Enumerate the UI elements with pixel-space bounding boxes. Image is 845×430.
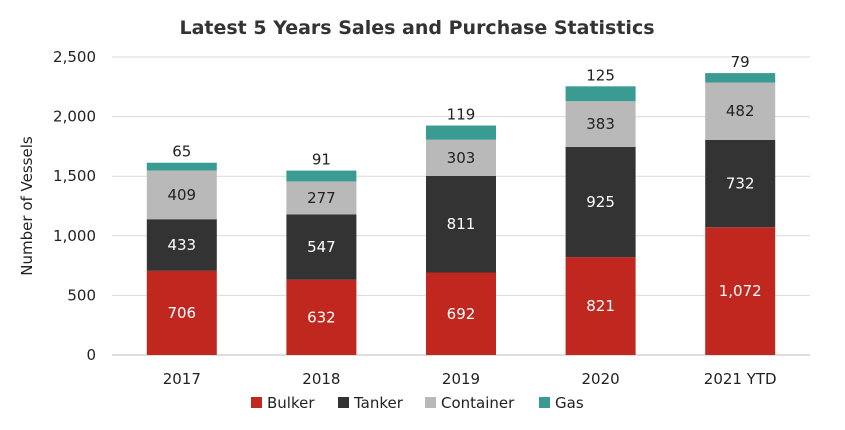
- legend-label-bulker: Bulker: [267, 394, 315, 412]
- data-label-gas: 119: [447, 106, 476, 124]
- data-label-bulker: 632: [307, 308, 336, 326]
- x-tick-label: 2017: [163, 370, 201, 388]
- bar-gas: [705, 73, 776, 83]
- x-tick-label: 2019: [442, 370, 480, 388]
- bar-bulker: [426, 272, 496, 355]
- legend-label-tanker: Tanker: [353, 394, 404, 412]
- x-axis-ticks: 2017 2018 2019 2020 2021 YTD: [163, 370, 777, 388]
- data-label-tanker: 925: [586, 193, 615, 211]
- y-tick-label: 1,500: [53, 167, 96, 185]
- data-label-container: 303: [447, 149, 476, 167]
- bar-container: [705, 82, 776, 140]
- bar-container: [426, 139, 496, 176]
- bar-tanker: [286, 214, 357, 280]
- data-label-gas: 79: [731, 53, 750, 71]
- bar-tanker: [705, 139, 776, 228]
- bar-gas: [426, 125, 496, 140]
- bar-container: [286, 181, 357, 215]
- bar-tanker: [426, 175, 496, 273]
- legend-swatch-tanker: [338, 397, 349, 408]
- bar-bulker: [705, 227, 776, 355]
- data-label-gas: 91: [312, 151, 331, 169]
- legend-swatch-container: [425, 397, 436, 408]
- data-label-bulker: 692: [447, 305, 476, 323]
- data-label-gas: 125: [586, 66, 615, 84]
- x-tick-label: 2018: [302, 370, 340, 388]
- bars: 706 433 409 65 632 547 277 91 692 811 303 119 821 925…: [146, 53, 776, 355]
- bar-gas: [286, 170, 357, 182]
- bar-container: [565, 101, 636, 147]
- legend-swatch-gas: [539, 397, 550, 408]
- bar-tanker: [565, 146, 636, 258]
- legend: Bulker Tanker Container Gas: [251, 394, 584, 412]
- data-label-tanker: 811: [447, 215, 476, 233]
- data-label-container: 383: [586, 115, 615, 133]
- data-label-bulker: 706: [167, 304, 196, 322]
- data-label-container: 482: [726, 102, 755, 120]
- data-label-gas: 65: [172, 143, 191, 161]
- data-label-bulker: 821: [586, 297, 615, 315]
- y-tick-label: 0: [86, 346, 96, 364]
- y-tick-label: 2,500: [53, 48, 96, 66]
- data-label-tanker: 433: [167, 236, 196, 254]
- y-axis-ticks: 0 500 1,000 1,500 2,000 2,500: [53, 48, 96, 364]
- bar-bulker: [286, 279, 357, 355]
- data-label-bulker: 1,072: [719, 282, 762, 300]
- chart-title: Latest 5 Years Sales and Purchase Statis…: [179, 17, 654, 39]
- bar-container: [146, 170, 217, 220]
- data-label-tanker: 547: [307, 238, 336, 256]
- data-label-tanker: 732: [726, 175, 755, 193]
- y-tick-label: 500: [67, 286, 96, 304]
- legend-swatch-bulker: [251, 397, 262, 408]
- data-label-container: 277: [307, 189, 336, 207]
- data-label-container: 409: [167, 186, 196, 204]
- bar-bulker: [146, 270, 217, 355]
- y-tick-label: 2,000: [53, 108, 96, 126]
- y-axis-label: Number of Vessels: [18, 136, 36, 276]
- x-tick-label: 2021 YTD: [704, 370, 777, 388]
- bar-gas: [565, 86, 636, 102]
- legend-label-container: Container: [441, 394, 515, 412]
- bar-gas: [146, 162, 217, 171]
- legend-label-gas: Gas: [555, 394, 584, 412]
- bar-tanker: [146, 219, 217, 271]
- y-tick-label: 1,000: [53, 227, 96, 245]
- x-tick-label: 2020: [582, 370, 620, 388]
- bar-bulker: [565, 257, 636, 355]
